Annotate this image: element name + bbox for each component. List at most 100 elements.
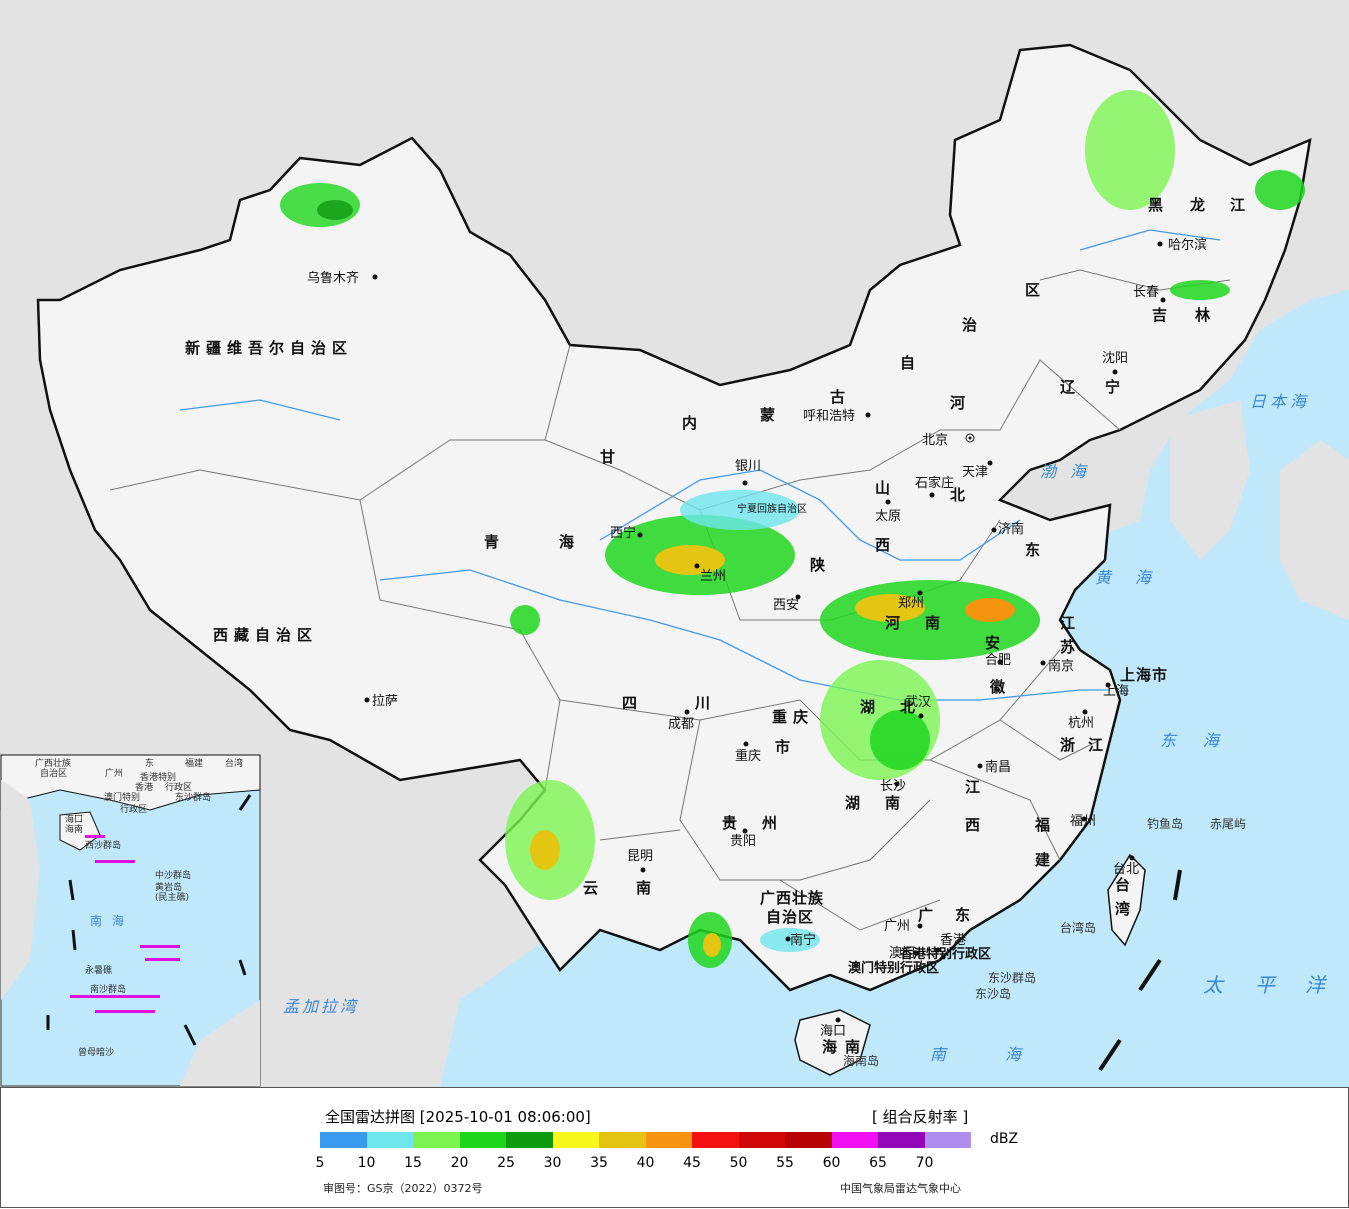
- scale-swatch: [552, 1132, 599, 1148]
- inset-label: 自治区: [40, 767, 67, 779]
- city-label: 石家庄: [915, 475, 954, 491]
- inset-label: 海口: [65, 813, 83, 825]
- scale-tick-label: 30: [543, 1155, 562, 1171]
- region-label: 海: [822, 1038, 843, 1056]
- region-label: 澳门特别行政区: [848, 960, 939, 976]
- city-label: 济南: [998, 521, 1024, 537]
- region-label: 江: [1088, 736, 1109, 754]
- region-label: 浙: [1060, 736, 1081, 754]
- region-label: 北: [950, 486, 971, 504]
- region-label: 台: [1115, 876, 1136, 894]
- city-label: 福州: [1070, 814, 1096, 829]
- city-label: 台北: [1113, 862, 1139, 877]
- scale-tick-label: 5: [315, 1155, 325, 1171]
- city-label: 长沙: [880, 779, 906, 794]
- city-label: 太原: [875, 509, 901, 524]
- island-label: 台湾岛: [1060, 920, 1096, 935]
- island-label: 赤尾屿: [1210, 817, 1246, 831]
- scale-swatch: [645, 1132, 692, 1148]
- city-label: 南昌: [985, 759, 1011, 775]
- sea-label: 孟加拉湾: [283, 997, 359, 1016]
- region-label: 山: [875, 479, 896, 497]
- sea-label: 日本海: [1250, 392, 1310, 411]
- inset-label: 南: [90, 913, 102, 928]
- region-label: 贵: [722, 814, 743, 832]
- inset-label: 海: [112, 913, 124, 928]
- scale-tick-label: 50: [729, 1155, 748, 1171]
- region-label: 甘: [600, 448, 621, 466]
- city-label: 澳门: [889, 945, 915, 961]
- region-label: 云: [583, 879, 604, 897]
- region-label: 江: [1060, 614, 1081, 632]
- maritime-boundary-dashes: [1098, 869, 1182, 1072]
- sea-label: 海: [1005, 1045, 1023, 1064]
- inset-label: 行政区: [165, 781, 192, 793]
- island-labels: 钓鱼岛 赤尾屿 台湾岛 东沙群岛 东沙岛 海南岛: [843, 816, 1246, 1068]
- region-label: 黑: [1148, 196, 1169, 214]
- sea-label: 平: [1255, 973, 1277, 997]
- inset-label: 曾母暗沙: [78, 1046, 114, 1058]
- region-label: 宁: [1105, 378, 1126, 396]
- region-label: 区: [1025, 281, 1046, 299]
- inset-label: 黄岩岛: [155, 881, 182, 893]
- city-label: 天津: [962, 465, 988, 480]
- korea-japan-land: [1170, 400, 1349, 620]
- region-label: 东: [955, 906, 976, 924]
- scale-tick-label: 70: [915, 1155, 934, 1171]
- sea-label: 海: [1203, 731, 1221, 750]
- region-label: 市: [775, 738, 796, 756]
- inset-label: 东: [145, 757, 154, 769]
- scale-tick-label: 60: [822, 1155, 841, 1171]
- region-label: 广: [918, 906, 939, 924]
- region-label: 陕: [810, 556, 831, 574]
- scale-swatch: [738, 1132, 785, 1148]
- city-label: 上海: [1103, 684, 1129, 699]
- city-label: 兰州: [700, 569, 726, 584]
- city-label: 南京: [1048, 658, 1074, 674]
- inset-label: 广西壮族: [35, 757, 71, 769]
- region-label: 建: [1035, 851, 1056, 869]
- inset-label: 澳门特别: [104, 791, 140, 803]
- region-label: 湾: [1115, 900, 1136, 918]
- radar-map: 新疆维吾尔自治区 西藏自治区 青海 甘 内 蒙 古 自 治 区 黑 龙 江 吉 …: [0, 0, 1349, 1087]
- region-label: 川: [694, 694, 716, 712]
- source-credit: 中国气象局雷达气象中心: [840, 1182, 961, 1195]
- city-label: 贵阳: [730, 834, 756, 849]
- region-label: 林: [1195, 306, 1216, 324]
- region-label: 西: [875, 536, 896, 554]
- island-label: 东沙岛: [975, 986, 1011, 1001]
- region-label: 香港特别行政区: [899, 946, 991, 962]
- city-label: 乌鲁木齐: [307, 270, 359, 286]
- inset-label: 香港: [135, 781, 153, 793]
- city-label: 郑州: [898, 596, 924, 611]
- inset-label: 海南: [65, 823, 83, 835]
- region-label: 内: [682, 414, 703, 432]
- city-label: 西宁: [610, 525, 636, 541]
- region-label: 湖: [845, 794, 866, 812]
- scale-swatch: [831, 1132, 878, 1148]
- region-label: 南: [845, 1038, 866, 1056]
- region-label: 新疆维吾尔自治区: [185, 339, 353, 357]
- region-label: 南: [925, 614, 946, 632]
- region-label: 青海: [484, 533, 634, 551]
- legend-panel: [0, 1087, 1349, 1209]
- city-label: 呼和浩特: [803, 409, 855, 424]
- region-label: 东: [1025, 541, 1046, 559]
- scale-swatch: [459, 1132, 506, 1148]
- region-label: 江: [965, 778, 986, 796]
- city-label: 海口: [820, 1024, 846, 1039]
- region-label: 苏: [1060, 638, 1081, 656]
- city-label: 西安: [773, 598, 799, 613]
- region-label: 西藏自治区: [213, 626, 318, 644]
- region-label: 安: [985, 634, 1006, 652]
- city-label: 成都: [668, 717, 694, 732]
- city-label: 南宁: [790, 932, 816, 948]
- region-label: 四: [622, 694, 643, 712]
- inset-label: 广州: [105, 767, 123, 779]
- city-label: 沈阳: [1102, 351, 1128, 366]
- scale-tick-label: 35: [590, 1155, 608, 1171]
- scale-swatch: [692, 1132, 739, 1148]
- inset-label: 东沙群岛: [175, 791, 211, 803]
- city-label: 哈尔滨: [1168, 237, 1207, 253]
- region-label: 北: [900, 698, 921, 716]
